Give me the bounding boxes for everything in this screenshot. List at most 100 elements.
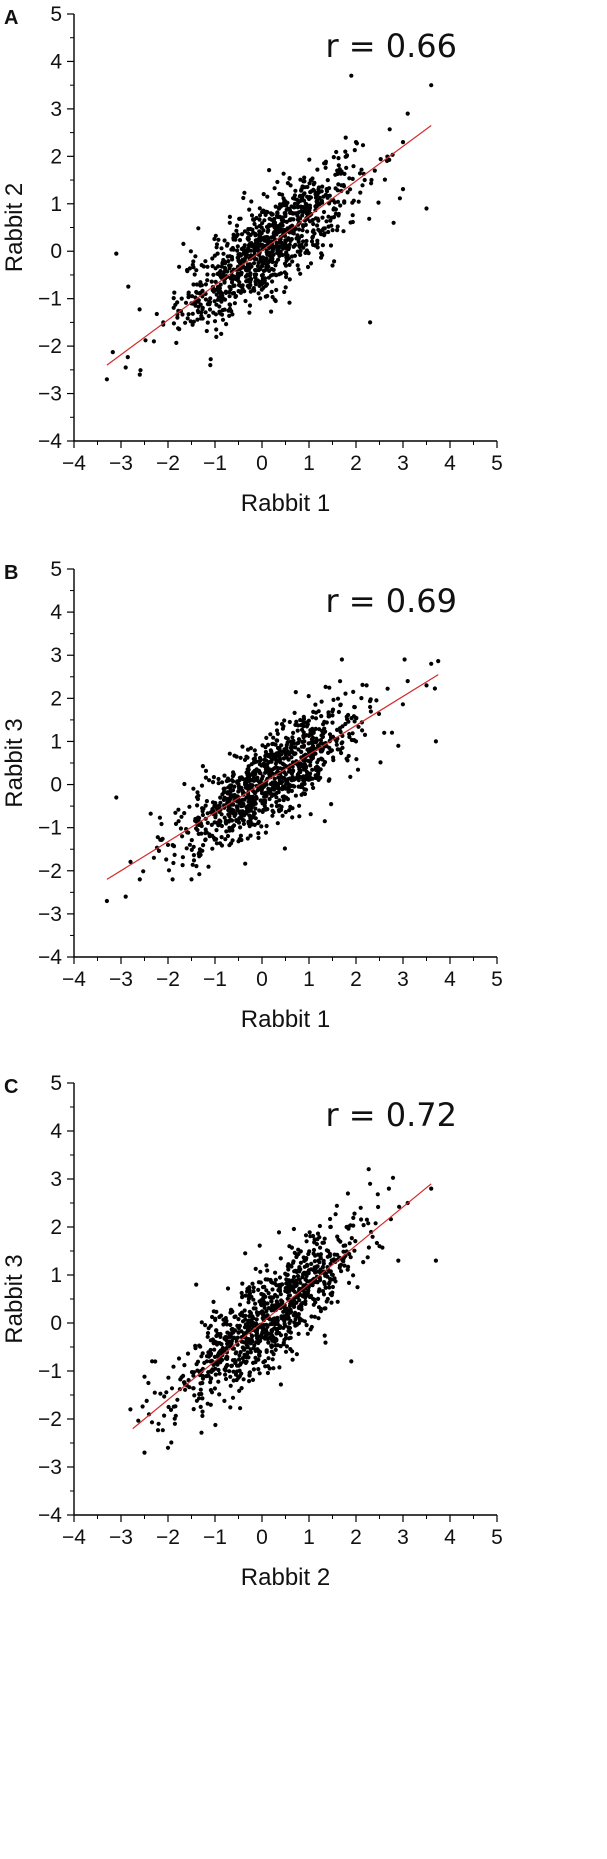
data-point [328,218,333,223]
data-point [307,157,312,162]
data-point [323,1340,328,1345]
data-point [222,1367,227,1372]
data-point [362,177,367,183]
data-point [338,702,343,707]
x-tick-label: 2 [350,452,362,475]
data-point [217,1349,222,1354]
data-point [315,245,320,250]
x-tick-label: 3 [397,1526,409,1549]
data-point [272,792,277,797]
data-point [318,1245,323,1250]
data-point [217,1392,222,1397]
data-point [239,1386,244,1391]
data-point [222,238,227,243]
data-point [104,898,109,904]
data-point [359,1217,364,1222]
data-point [287,1244,292,1249]
data-point [183,320,188,325]
data-point [339,657,344,662]
data-point [272,776,277,782]
data-point [280,1299,285,1304]
data-point [227,263,232,268]
data-point [222,297,228,302]
data-point [355,767,361,772]
data-point [212,1386,217,1391]
data-point [233,294,239,299]
data-point [343,691,348,696]
data-point [142,1374,147,1379]
data-point [275,731,280,737]
data-point [344,165,349,170]
x-tick-label: 4 [444,452,456,475]
data-point [296,1312,301,1317]
data-point [353,739,359,744]
data-point [260,221,265,226]
data-point [238,755,243,760]
y-tick-label: 1 [50,193,62,216]
data-point [224,243,230,248]
data-point [308,812,313,817]
data-point [368,709,373,714]
data-point [335,1234,340,1239]
data-point [360,143,366,148]
data-point [351,164,356,169]
data-point [290,739,295,744]
data-point [169,1440,174,1445]
data-point [323,684,328,690]
data-point [188,249,193,254]
data-point [307,1230,312,1235]
data-point [292,1289,297,1294]
data-point [288,217,293,222]
data-point [344,756,349,761]
data-point [208,1323,213,1328]
data-point [345,190,350,195]
data-point [300,1294,305,1299]
data-point [246,764,251,769]
data-point [221,797,226,803]
data-point [248,808,253,813]
data-point [304,1323,309,1328]
data-point [234,234,239,239]
data-point [269,1295,274,1300]
data-point [221,790,227,795]
data-point [336,156,341,161]
data-point [283,285,288,290]
data-point [433,739,438,744]
data-point [343,135,348,140]
data-point [350,731,355,736]
data-point [312,746,317,751]
data-point [262,757,267,762]
y-tick-label: −3 [38,1456,62,1479]
data-point [308,261,314,266]
data-point [245,1320,250,1326]
data-point [272,297,277,302]
data-point [151,855,156,860]
data-point [196,793,201,798]
y-tick-label: 4 [50,601,62,624]
data-point [265,1324,270,1329]
data-point [310,234,315,239]
data-point [277,191,282,197]
data-point [322,1236,327,1241]
data-point [296,737,302,742]
data-point [286,1267,291,1272]
x-tick-label: 3 [397,452,409,475]
data-point [269,1321,275,1327]
data-point [305,1331,310,1336]
data-point [249,277,254,282]
data-point [320,200,325,205]
data-point [275,250,280,255]
data-point [286,206,291,211]
data-point [279,722,285,727]
data-point [270,1327,275,1333]
data-point [322,726,327,731]
data-point [261,784,266,789]
data-point [173,1413,178,1418]
data-point [161,320,166,325]
data-point [246,1296,251,1302]
data-point [227,751,232,756]
data-point [236,1363,241,1368]
data-point [166,1404,171,1410]
data-point [304,776,309,781]
data-point [266,1356,271,1361]
